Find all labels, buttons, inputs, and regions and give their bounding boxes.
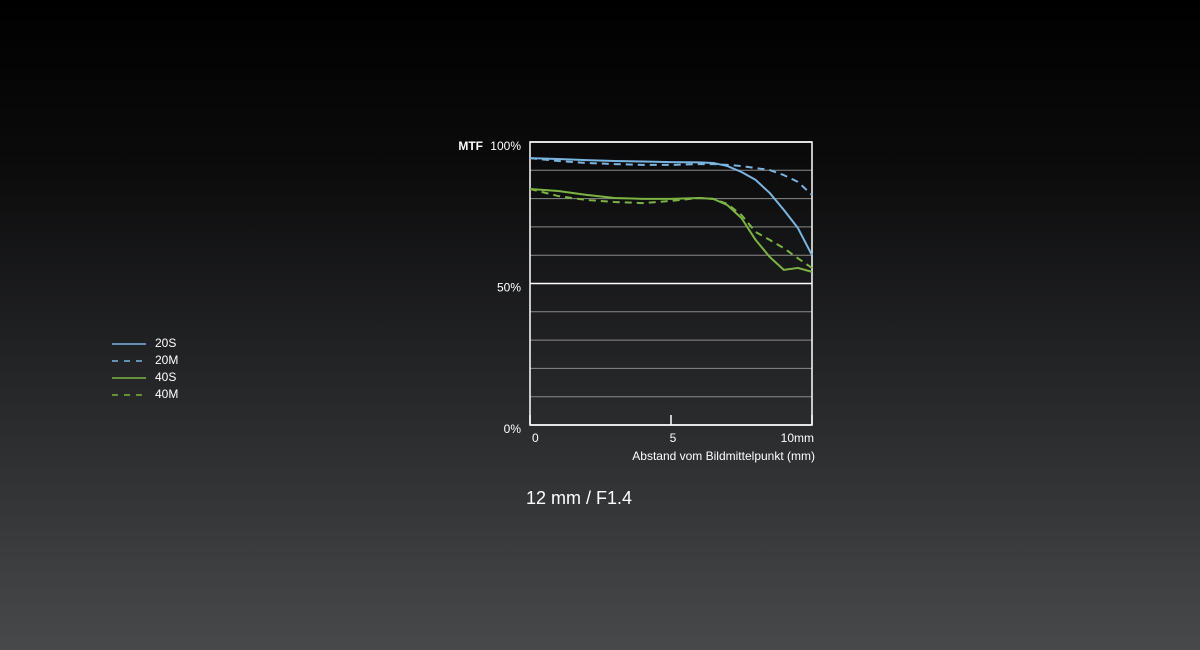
series-line [529, 187, 813, 273]
y-axis-title: MTF [458, 139, 483, 153]
x-tick-label: 10mm [781, 431, 814, 445]
x-tick-label: 5 [670, 431, 677, 445]
legend-label: 20M [155, 353, 178, 367]
y-tick-label: 100% [490, 139, 521, 153]
chart-title: 12 mm / F1.4 [526, 488, 632, 508]
legend-label: 20S [155, 336, 176, 350]
y-tick-label: 50% [497, 281, 521, 295]
legend-label: 40S [155, 370, 176, 384]
x-axis-title: Abstand vom Bildmittelpunkt (mm) [632, 449, 815, 463]
y-tick-label: 0% [504, 422, 522, 436]
series-line [529, 157, 813, 196]
legend-label: 40M [155, 387, 178, 401]
series-line [529, 188, 813, 269]
x-tick-label: 0 [532, 431, 539, 445]
series-line [529, 157, 813, 256]
